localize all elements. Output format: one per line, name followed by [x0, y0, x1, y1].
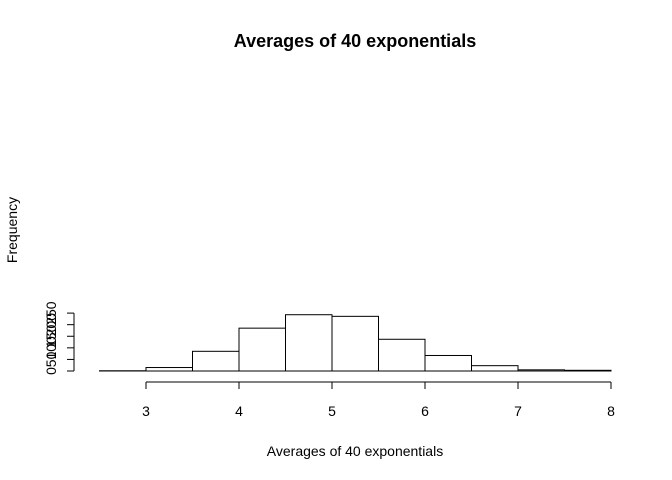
bars-group [99, 314, 612, 372]
histogram-bar-3 [238, 327, 286, 372]
histogram-bar-4 [285, 314, 333, 372]
histogram-bar-5 [331, 315, 379, 372]
x-tick-label: 7 [514, 403, 522, 419]
y-tick-label: 250 [43, 301, 59, 325]
y-tick-label: 0 [43, 367, 59, 375]
histogram-bar-2 [192, 350, 240, 372]
histogram-bar-7 [424, 354, 472, 372]
histogram-bar-8 [471, 365, 519, 372]
y-tick-label: 150 [43, 324, 59, 348]
y-tick-label: 50 [43, 351, 59, 367]
x-axis-label: Averages of 40 exponentials [267, 443, 443, 459]
y-tick-label: 100 [43, 336, 59, 360]
x-tick-label: 4 [235, 403, 243, 419]
y-tick-label: 200 [43, 313, 59, 337]
x-tick-label: 3 [142, 403, 150, 419]
x-tick-label: 8 [607, 403, 615, 419]
histogram-bar-10 [564, 369, 612, 372]
histogram-bar-9 [517, 369, 565, 372]
histogram-bar-1 [145, 367, 193, 372]
x-axis: 3 4 5 6 7 8 [142, 381, 615, 419]
x-tick-label: 6 [421, 403, 429, 419]
x-tick-label: 5 [328, 403, 336, 419]
chart-title: Averages of 40 exponentials [234, 31, 476, 51]
y-axis-label: Frequency [4, 197, 20, 263]
histogram-bar-6 [378, 338, 426, 372]
